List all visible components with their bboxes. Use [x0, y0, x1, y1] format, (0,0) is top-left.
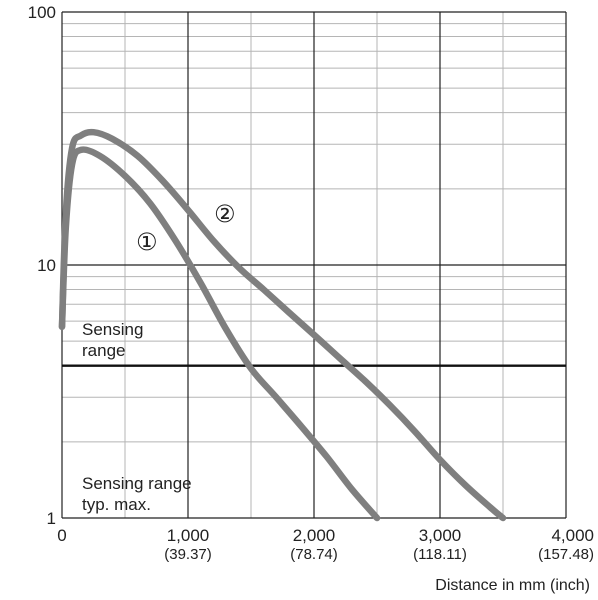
x-axis-label: Distance in mm (inch)	[435, 577, 590, 594]
tick-labels: 1 10 100 0 1,000(39.37) 2,000(78.74) 3,000(118…	[28, 3, 594, 563]
x-tick-sublabel: (39.37)	[164, 546, 212, 563]
x-tick-sublabel: (118.11)	[413, 546, 467, 563]
sensing-range-label-2: range	[82, 341, 125, 360]
x-tick-sublabel: (78.74)	[290, 546, 338, 563]
x-tick-label: 1,000	[167, 526, 210, 545]
sensing-range-typ-max-label-2: typ. max.	[82, 495, 151, 514]
x-tick-label: 3,000	[419, 526, 462, 545]
x-tick-label: 2,000	[293, 526, 336, 545]
series-label-1: ①	[136, 228, 158, 256]
series-layer	[58, 128, 507, 522]
x-tick-label: 0	[57, 526, 66, 545]
x-tick-sublabel: (157.48)	[538, 546, 594, 563]
y-tick-label: 100	[28, 3, 56, 22]
series-line-2	[58, 128, 507, 522]
series-label-2: ②	[214, 200, 236, 228]
x-tick-label: 4,000	[551, 526, 594, 545]
y-tick-label: 10	[37, 256, 56, 275]
sensing-range-label: Sensing	[82, 320, 143, 339]
sensing-range-typ-max-label: Sensing range	[82, 474, 192, 493]
y-tick-label: 1	[47, 509, 56, 528]
